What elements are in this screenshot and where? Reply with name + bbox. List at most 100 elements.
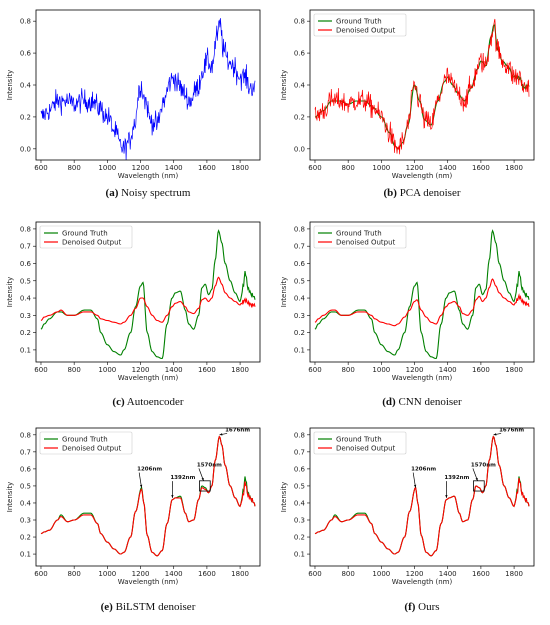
caption-label: (e) xyxy=(101,601,114,613)
x-axis-label: Wavelength (nm) xyxy=(118,172,179,180)
x-tick-label: 1600 xyxy=(472,366,490,374)
x-tick-label: 1200 xyxy=(406,366,424,374)
x-tick-label: 1000 xyxy=(372,366,390,374)
caption-text: Ours xyxy=(415,601,439,613)
legend-box xyxy=(39,225,133,249)
y-tick-label: 0.0 xyxy=(294,145,305,153)
y-tick-label: 0.8 xyxy=(294,431,305,439)
caption-text: Autoencoder xyxy=(125,396,184,408)
y-tick-label: 0.8 xyxy=(20,18,31,26)
annotation-arrowhead xyxy=(475,477,478,481)
plot-frame xyxy=(35,427,261,567)
y-tick-label: 0.4 xyxy=(20,82,32,90)
annotation-arrowhead xyxy=(171,495,174,498)
x-tick-label: 1400 xyxy=(165,366,183,374)
annotation-label: 1676nm xyxy=(499,427,524,433)
y-tick-label: 0.3 xyxy=(20,517,31,525)
x-tick-label: 1400 xyxy=(439,164,457,172)
x-tick-label: 1400 xyxy=(165,570,183,578)
y-tick-label: 0.6 xyxy=(294,465,306,473)
series-line-spectrum xyxy=(40,18,256,160)
y-tick-label: 0.3 xyxy=(294,517,305,525)
x-tick-label: 1200 xyxy=(406,164,424,172)
series-line-ground-truth xyxy=(40,229,256,360)
legend-box xyxy=(313,431,407,455)
y-tick-label: 0.2 xyxy=(294,329,305,337)
annotation-label: 1392nm xyxy=(170,475,195,481)
zoom-box xyxy=(473,480,485,492)
y-tick-label: 0.6 xyxy=(20,465,32,473)
x-tick-label: 1000 xyxy=(98,366,116,374)
y-tick-label: 0.1 xyxy=(20,346,31,354)
annotation-label: 1206nm xyxy=(137,467,162,473)
x-tick-label: 1800 xyxy=(505,366,523,374)
x-tick-label: 1800 xyxy=(505,570,523,578)
y-tick-label: 0.5 xyxy=(294,482,305,490)
caption-text: CNN denoiser xyxy=(396,396,462,408)
annotation-label: 1676nm xyxy=(225,427,250,433)
y-tick-label: 0.4 xyxy=(294,295,306,303)
y-tick-label: 0.6 xyxy=(294,260,306,268)
legend-entry: Ground Truth xyxy=(336,18,382,26)
series-line-denoised-output xyxy=(40,276,256,325)
annotation-arrowhead xyxy=(493,433,497,436)
x-tick-label: 1200 xyxy=(132,366,150,374)
series-line-denoised-output xyxy=(314,18,530,155)
x-tick-label: 600 xyxy=(34,570,47,578)
x-tick-label: 600 xyxy=(308,164,321,172)
legend-entry: Ground Truth xyxy=(62,230,108,238)
x-tick-label: 1400 xyxy=(439,570,457,578)
y-axis-label: Intensity xyxy=(280,482,288,512)
y-tick-label: 0.7 xyxy=(20,448,31,456)
y-tick-label: 0.5 xyxy=(294,277,305,285)
plot-frame xyxy=(35,9,261,161)
caption-text: Noisy spectrum xyxy=(118,187,191,199)
x-tick-label: 1200 xyxy=(132,164,150,172)
chart-panel-f: 600 800 1000 1200 1400 1600 1800 0.1 0.2 0.3 0.4 0.… xyxy=(280,427,535,613)
chart-panel-d: 600 800 1000 1200 1400 1600 1800 0.1 0.2 0.3 0.4 0.… xyxy=(280,221,535,408)
y-tick-label: 0.1 xyxy=(20,551,31,559)
y-tick-label: 0.4 xyxy=(20,499,32,507)
y-tick-label: 0.0 xyxy=(20,145,31,153)
x-tick-label: 600 xyxy=(34,366,47,374)
legend-entry: Denoised Output xyxy=(336,445,396,453)
x-tick-label: 800 xyxy=(341,570,354,578)
legend-entry: Denoised Output xyxy=(336,27,396,35)
y-tick-label: 0.7 xyxy=(294,448,305,456)
panel-caption: (d) CNN denoiser xyxy=(382,396,462,408)
x-tick-label: 600 xyxy=(308,570,321,578)
x-tick-label: 800 xyxy=(67,366,80,374)
annotation-arrowhead xyxy=(445,495,448,498)
legend-box xyxy=(313,13,407,37)
legend-box xyxy=(313,225,407,249)
y-axis-label: Intensity xyxy=(6,277,14,307)
x-tick-label: 600 xyxy=(308,366,321,374)
x-tick-label: 1200 xyxy=(132,570,150,578)
panel-caption: (c) Autoencoder xyxy=(112,396,184,408)
caption-label: (f) xyxy=(404,601,415,613)
annotation-label: 1392nm xyxy=(444,475,469,481)
chart-panel-b: 600 800 1000 1200 1400 1600 1800 0.0 0.2 0.4 0.6 0.… xyxy=(280,9,535,199)
y-tick-label: 0.3 xyxy=(294,312,305,320)
panel-caption: (b) PCA denoiser xyxy=(383,187,460,199)
x-tick-label: 1400 xyxy=(439,366,457,374)
x-tick-label: 1800 xyxy=(231,570,249,578)
x-tick-label: 1800 xyxy=(231,164,249,172)
y-tick-label: 0.8 xyxy=(294,18,305,26)
y-axis-label: Intensity xyxy=(280,70,288,100)
series-line-denoised-output xyxy=(40,435,256,557)
y-axis-label: Intensity xyxy=(6,482,14,512)
caption-text: PCA denoiser xyxy=(397,187,461,199)
x-tick-label: 1200 xyxy=(406,570,424,578)
y-tick-label: 0.8 xyxy=(20,225,31,233)
x-tick-label: 1000 xyxy=(372,570,390,578)
x-axis-label: Wavelength (nm) xyxy=(118,374,179,382)
x-axis-label: Wavelength (nm) xyxy=(392,374,453,382)
x-tick-label: 1600 xyxy=(198,570,216,578)
y-tick-label: 0.1 xyxy=(294,346,305,354)
chart-panel-a: 600 800 1000 1200 1400 1600 1800 0.0 0.2 0.4 0.6 0.… xyxy=(6,9,261,199)
x-tick-label: 1600 xyxy=(472,570,490,578)
caption-label: (a) xyxy=(106,187,119,199)
series-line-ground-truth xyxy=(314,229,530,360)
